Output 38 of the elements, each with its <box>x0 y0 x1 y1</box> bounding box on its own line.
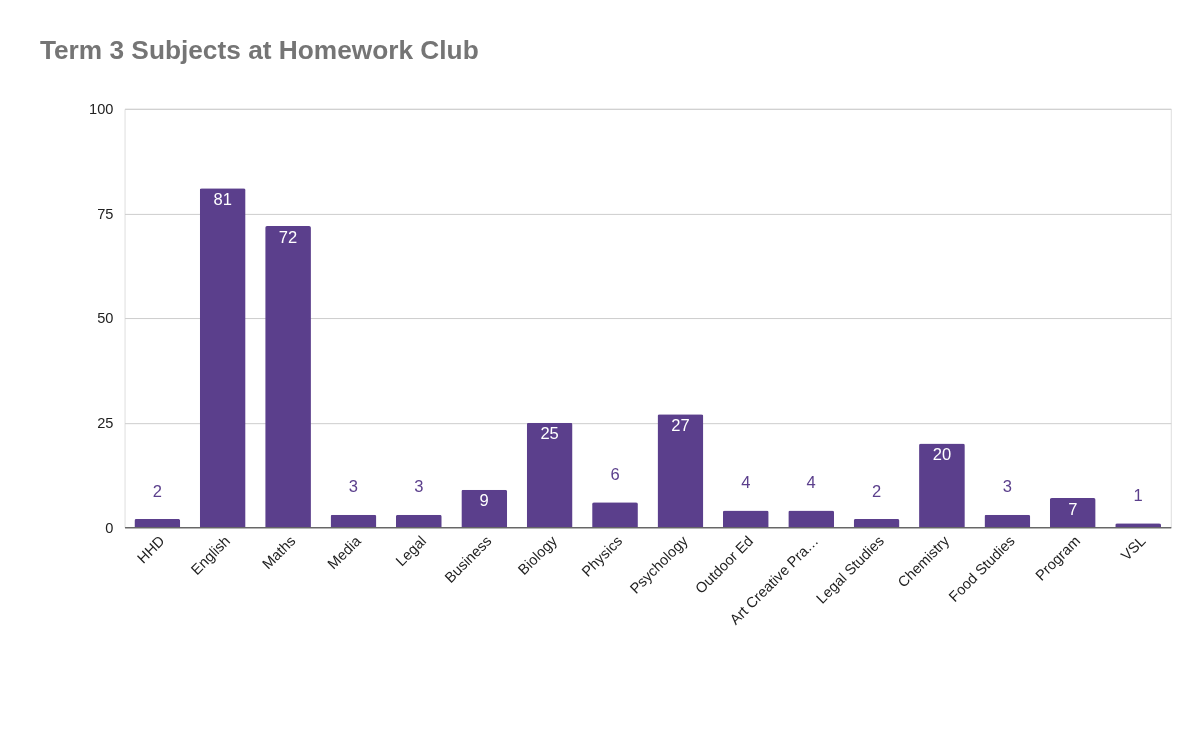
y-tick-label: 50 <box>97 310 114 327</box>
bar <box>199 188 246 528</box>
bar <box>330 514 377 528</box>
data-label: 2 <box>871 481 882 501</box>
y-tick-label: 75 <box>97 205 114 222</box>
data-label: 3 <box>414 477 424 497</box>
data-label: 3 <box>1002 477 1012 497</box>
y-tick-label: 100 <box>89 101 114 118</box>
bar <box>657 414 704 528</box>
data-label: 81 <box>213 189 232 209</box>
bar <box>722 510 769 528</box>
bar <box>526 422 573 528</box>
bar <box>461 489 508 528</box>
data-label: 27 <box>671 415 690 435</box>
data-label: 6 <box>610 464 620 484</box>
data-label: 4 <box>806 473 816 493</box>
data-label: 7 <box>1068 499 1078 519</box>
data-label: 4 <box>741 473 751 493</box>
data-label: 25 <box>540 424 559 444</box>
bar <box>265 226 311 528</box>
bar <box>919 443 965 528</box>
data-label: 3 <box>348 477 359 497</box>
bar <box>984 514 1031 528</box>
bar <box>853 518 900 528</box>
data-label: 20 <box>932 445 952 465</box>
chart-title: Term 3 Subjects at Homework Club <box>39 35 479 66</box>
y-tick-label: 25 <box>97 415 114 432</box>
x-tick-label: VSL <box>1117 532 1149 564</box>
data-label: 2 <box>152 481 162 501</box>
data-label: 72 <box>278 227 298 247</box>
bar <box>788 510 835 528</box>
bar <box>592 502 638 528</box>
y-tick-label: 0 <box>105 519 114 536</box>
bar <box>1049 498 1096 528</box>
bar <box>395 514 442 528</box>
data-label: 9 <box>479 491 489 511</box>
bar <box>134 518 181 528</box>
data-label: 1 <box>1133 485 1143 505</box>
